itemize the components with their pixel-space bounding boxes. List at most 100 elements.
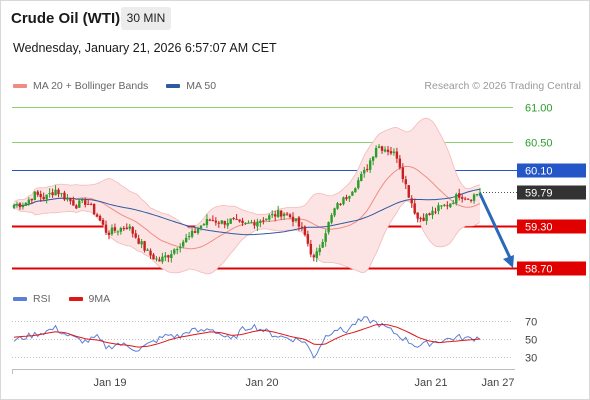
candle <box>54 185 57 196</box>
candle <box>45 194 48 204</box>
candle <box>354 187 357 193</box>
rsi-9ma-line <box>13 324 481 348</box>
candle <box>348 195 351 202</box>
current-price-label: 59.79 <box>525 188 553 200</box>
candle-body <box>440 205 443 207</box>
candle <box>315 247 318 263</box>
candle <box>176 247 179 255</box>
candle <box>455 192 458 206</box>
candle-body <box>104 224 108 233</box>
candle-body <box>262 220 265 222</box>
candle <box>81 198 84 204</box>
candle-body <box>196 228 200 233</box>
candle <box>36 190 39 197</box>
candle-body <box>238 219 241 222</box>
candle <box>360 171 363 182</box>
candle <box>30 198 34 204</box>
candle <box>131 226 134 238</box>
candle-body <box>392 151 396 153</box>
candle-body <box>107 232 111 235</box>
candle <box>18 202 22 211</box>
candle <box>339 203 342 206</box>
candle-body <box>211 219 215 221</box>
candle-body <box>208 219 212 221</box>
candle-body <box>276 210 280 217</box>
candle-body <box>235 218 238 220</box>
legend-item-9ma: 9MA <box>68 293 110 305</box>
candle <box>416 212 419 223</box>
candle-body <box>422 217 425 221</box>
candle-body <box>434 211 437 213</box>
candle <box>116 230 120 236</box>
candle-body <box>428 213 431 215</box>
candle <box>187 232 191 240</box>
candle <box>300 221 304 232</box>
candle-body <box>360 173 363 182</box>
candle <box>15 201 19 208</box>
candle-body <box>158 259 161 262</box>
candle-body <box>244 222 247 224</box>
candle <box>229 218 232 224</box>
level-label-60.10: 60.10 <box>525 166 553 178</box>
candle-body <box>214 220 218 223</box>
bollinger-band <box>13 117 481 275</box>
x-tick-label: Jan 20 <box>245 377 278 389</box>
candle-body <box>366 168 369 171</box>
candle-body <box>89 204 93 206</box>
candle <box>208 218 212 222</box>
candle-body <box>250 222 253 224</box>
candle <box>265 218 268 221</box>
forecast-arrow-shaft <box>478 193 513 261</box>
candle-body <box>149 250 152 256</box>
candle-body <box>184 237 188 243</box>
candle-body <box>232 218 235 219</box>
candle <box>161 252 164 264</box>
candle-body <box>404 179 407 185</box>
candle <box>434 207 437 215</box>
legend-swatch-ma20 <box>13 84 27 88</box>
candle <box>377 144 381 149</box>
candle-body <box>21 205 25 208</box>
candle <box>253 219 256 229</box>
candle-body <box>425 214 428 221</box>
candle-body <box>155 258 158 260</box>
candle-body <box>419 218 422 220</box>
candle <box>244 222 247 226</box>
candle <box>309 239 313 258</box>
candle-body <box>48 193 51 195</box>
candle <box>371 156 375 166</box>
candle <box>363 166 366 178</box>
candle-body <box>478 192 482 195</box>
candle <box>134 229 137 239</box>
candle-body <box>128 226 131 229</box>
candle <box>288 213 292 219</box>
candle-body <box>125 227 128 230</box>
candle-body <box>78 200 81 208</box>
candle-body <box>380 146 384 151</box>
candle <box>110 224 114 236</box>
candle-body <box>113 227 117 231</box>
candle <box>24 202 28 206</box>
candle-body <box>247 222 250 224</box>
candle-body <box>167 255 170 258</box>
candle-body <box>297 217 301 227</box>
timeframe-badge[interactable]: 30 MIN <box>121 7 171 30</box>
rsi-tick-50: 50 <box>525 335 537 347</box>
candle <box>184 233 188 243</box>
candle-body <box>190 230 194 237</box>
candle <box>98 214 102 222</box>
forecast-arrow <box>478 193 514 268</box>
candle <box>413 198 416 215</box>
candle <box>122 225 126 231</box>
candle <box>164 252 167 262</box>
candle <box>285 212 289 216</box>
candle-body <box>265 218 268 221</box>
ma20-line <box>13 165 481 250</box>
legend-swatch-9ma <box>68 297 83 301</box>
candle-body <box>57 189 60 195</box>
candle-body <box>81 199 84 201</box>
candle <box>51 188 54 198</box>
candle <box>351 190 354 197</box>
candle <box>113 223 117 234</box>
